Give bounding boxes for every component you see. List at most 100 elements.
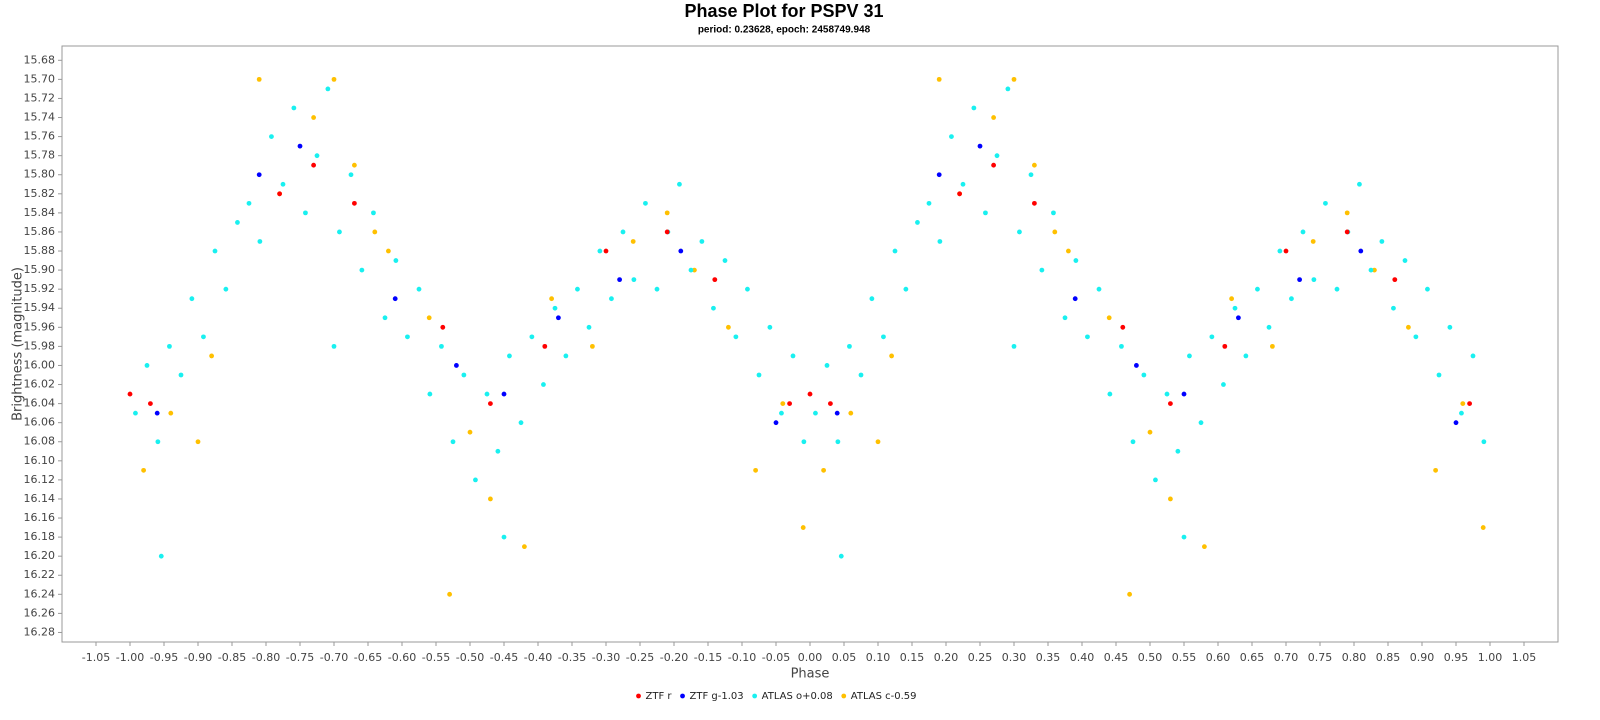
point xyxy=(154,410,160,416)
y-tick-label: 15.68 xyxy=(24,53,56,66)
y-tick-label: 16.16 xyxy=(24,511,56,524)
x-tick-label: -0.55 xyxy=(422,651,450,664)
point xyxy=(1402,258,1408,263)
point xyxy=(1085,334,1090,340)
x-tick-label: -0.20 xyxy=(660,651,688,664)
point xyxy=(212,248,218,254)
point xyxy=(1119,343,1124,349)
x-tick-label: 0.00 xyxy=(798,651,823,664)
point xyxy=(643,200,648,206)
point xyxy=(847,343,852,349)
point xyxy=(1391,305,1396,311)
point xyxy=(257,239,263,244)
point xyxy=(269,134,274,139)
point xyxy=(586,324,592,330)
point xyxy=(1032,200,1037,206)
y-tick-label: 16.26 xyxy=(24,606,56,619)
y-tick-label: 16.08 xyxy=(24,435,56,448)
point xyxy=(1032,162,1037,168)
point xyxy=(609,296,614,302)
point xyxy=(848,410,854,416)
point xyxy=(1073,258,1079,263)
point xyxy=(869,296,875,302)
x-axis-label: Phase xyxy=(791,667,830,682)
point xyxy=(937,239,943,244)
point xyxy=(1168,496,1173,502)
x-tick-label: -0.35 xyxy=(558,651,586,664)
point xyxy=(405,334,410,340)
point xyxy=(311,162,316,168)
point xyxy=(331,76,337,82)
x-tick-label: 0.15 xyxy=(900,651,925,664)
point xyxy=(1107,391,1113,397)
point xyxy=(767,324,773,330)
point xyxy=(875,439,881,445)
x-tick-label: -0.50 xyxy=(456,651,484,664)
y-tick-label: 16.10 xyxy=(24,454,56,467)
point xyxy=(960,181,966,187)
point xyxy=(529,334,535,340)
point xyxy=(371,210,376,216)
y-tick-label: 15.98 xyxy=(24,339,56,352)
point xyxy=(331,343,337,349)
point xyxy=(223,286,229,292)
point xyxy=(359,267,365,273)
point xyxy=(1453,420,1459,426)
point xyxy=(936,172,942,178)
point xyxy=(994,153,1000,159)
y-tick-label: 15.70 xyxy=(24,72,56,85)
x-tick-label: -0.90 xyxy=(184,651,212,664)
y-tick-label: 15.80 xyxy=(24,168,56,181)
point xyxy=(427,391,433,397)
point xyxy=(1153,477,1158,483)
point xyxy=(800,525,806,530)
x-tick-label: 0.60 xyxy=(1206,651,1231,664)
x-tick-label: 0.55 xyxy=(1172,651,1197,664)
point xyxy=(167,343,172,349)
point xyxy=(712,277,718,283)
point xyxy=(495,448,501,454)
point xyxy=(678,248,684,254)
x-tick-label: 0.70 xyxy=(1274,651,1299,664)
point xyxy=(1270,343,1275,349)
point xyxy=(522,544,527,550)
x-tick-label: -0.75 xyxy=(286,651,314,664)
y-tick-label: 15.94 xyxy=(24,301,56,314)
x-tick-label: 0.20 xyxy=(934,651,959,664)
point xyxy=(1017,229,1022,235)
point xyxy=(726,324,731,330)
point xyxy=(733,334,739,340)
point xyxy=(590,343,595,349)
x-tick-label: -0.30 xyxy=(592,651,620,664)
point xyxy=(807,391,813,397)
points xyxy=(127,76,1487,597)
point xyxy=(991,115,996,120)
point xyxy=(127,391,133,397)
point xyxy=(1358,248,1364,254)
x-tick-label: -0.45 xyxy=(490,651,518,664)
point xyxy=(692,267,697,273)
point xyxy=(337,229,342,235)
point xyxy=(518,420,524,426)
point xyxy=(834,410,840,416)
point xyxy=(291,105,297,111)
point xyxy=(1052,229,1058,235)
point xyxy=(1096,286,1102,292)
point xyxy=(352,162,357,168)
point xyxy=(1310,239,1316,244)
y-tick-label: 16.28 xyxy=(24,625,56,638)
point xyxy=(235,220,240,225)
legend-marker xyxy=(841,693,847,699)
point xyxy=(983,210,988,216)
point xyxy=(563,353,569,359)
point xyxy=(144,363,150,368)
legend-marker xyxy=(636,693,641,699)
point xyxy=(838,553,844,559)
y-tick-label: 15.86 xyxy=(24,225,56,238)
point xyxy=(393,258,399,263)
point xyxy=(314,153,320,159)
point xyxy=(780,401,786,406)
x-tick-label: 0.75 xyxy=(1308,651,1333,664)
x-tick-label: 0.85 xyxy=(1376,651,1401,664)
